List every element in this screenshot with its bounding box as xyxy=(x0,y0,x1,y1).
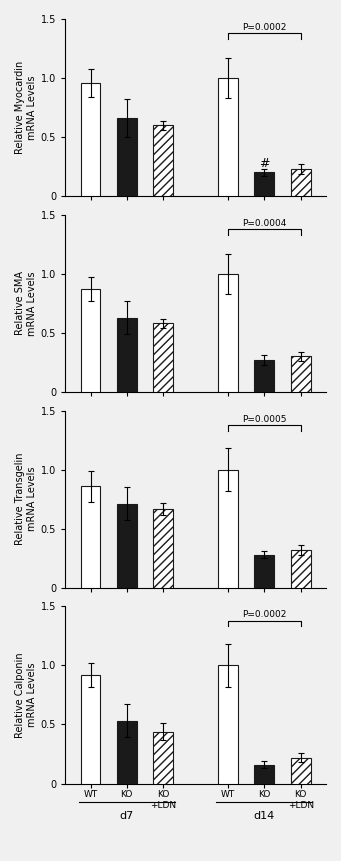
Bar xyxy=(117,721,137,784)
Bar xyxy=(80,289,101,392)
Bar xyxy=(291,758,311,784)
Text: P=0.0002: P=0.0002 xyxy=(242,610,286,619)
Y-axis label: Relative SMA
mRNA Levels: Relative SMA mRNA Levels xyxy=(15,271,36,336)
Bar xyxy=(80,675,101,784)
Bar xyxy=(117,318,137,392)
Bar xyxy=(153,732,173,784)
Y-axis label: Relative Myocardin
mRNA Levels: Relative Myocardin mRNA Levels xyxy=(15,61,36,154)
Bar xyxy=(218,274,238,392)
Bar xyxy=(254,554,275,588)
Bar xyxy=(80,83,101,196)
Bar xyxy=(80,486,101,588)
Text: P=0.0005: P=0.0005 xyxy=(242,415,287,424)
Bar xyxy=(218,469,238,588)
Text: #: # xyxy=(259,157,270,170)
Bar xyxy=(117,504,137,588)
Bar xyxy=(218,666,238,784)
Bar xyxy=(218,78,238,196)
Bar xyxy=(291,169,311,196)
Y-axis label: Relative Calponin
mRNA Levels: Relative Calponin mRNA Levels xyxy=(15,652,36,738)
Bar xyxy=(153,125,173,196)
Bar xyxy=(291,550,311,588)
Y-axis label: Relative Transgelin
mRNA Levels: Relative Transgelin mRNA Levels xyxy=(15,453,36,545)
Bar xyxy=(254,765,275,784)
Text: d14: d14 xyxy=(254,811,275,821)
Bar xyxy=(153,509,173,588)
Bar xyxy=(254,360,275,392)
Bar xyxy=(117,118,137,196)
Text: P=0.0002: P=0.0002 xyxy=(242,23,286,32)
Bar xyxy=(153,324,173,392)
Bar xyxy=(291,356,311,392)
Text: d7: d7 xyxy=(120,811,134,821)
Text: P=0.0004: P=0.0004 xyxy=(242,219,286,228)
Bar xyxy=(254,172,275,196)
